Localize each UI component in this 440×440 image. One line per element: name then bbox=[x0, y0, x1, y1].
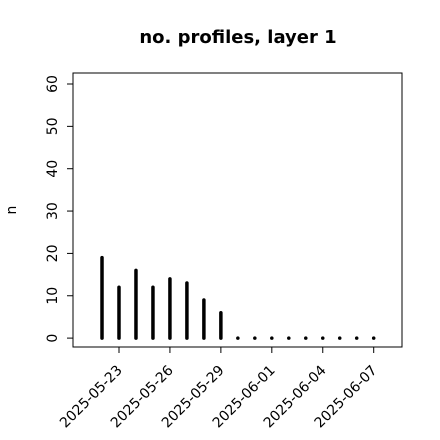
plot-frame bbox=[72, 72, 403, 348]
chart-title: no. profiles, layer 1 bbox=[139, 27, 336, 48]
y-tick-label: 10 bbox=[45, 287, 61, 305]
y-tick-label: 20 bbox=[45, 244, 61, 262]
y-tick-label: 60 bbox=[45, 75, 61, 93]
y-tick-label: 40 bbox=[45, 160, 61, 178]
y-axis-label: n bbox=[4, 206, 20, 215]
y-tick-label: 30 bbox=[45, 202, 61, 220]
y-tick-label: 50 bbox=[45, 117, 61, 135]
y-tick-label: 0 bbox=[45, 334, 61, 343]
